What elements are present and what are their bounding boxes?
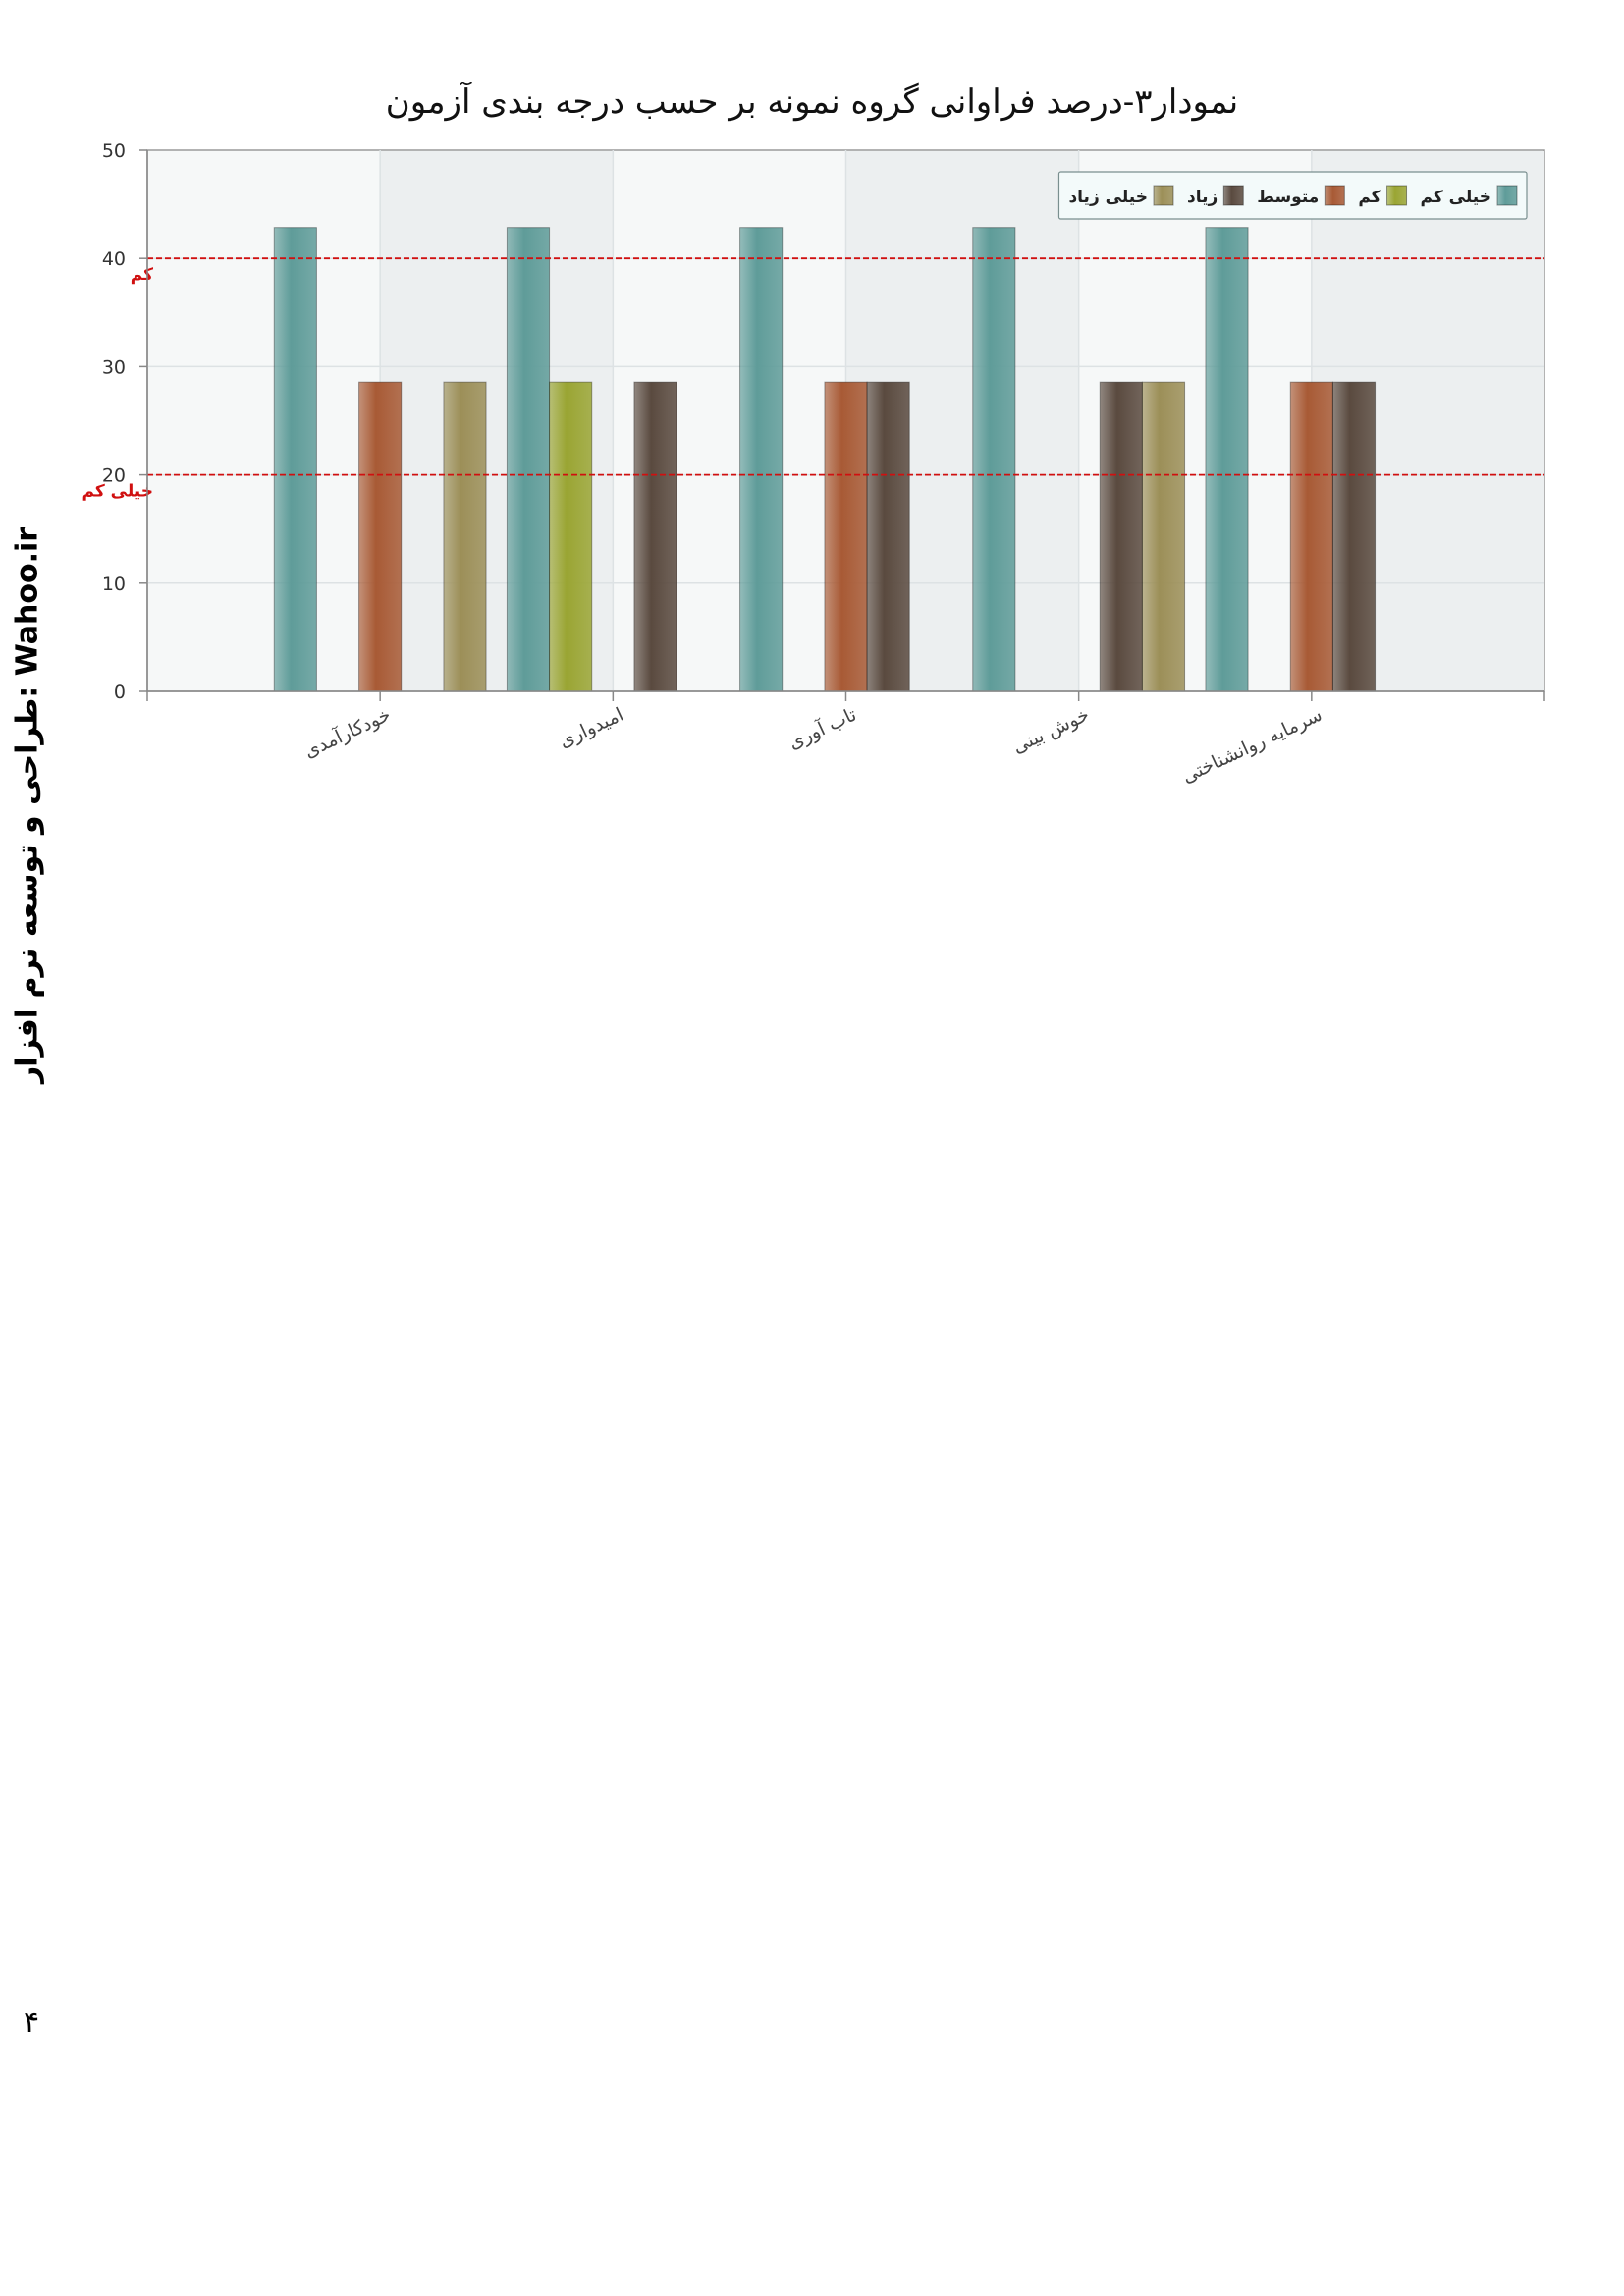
- bar-5-3: [1289, 381, 1333, 692]
- bar-3-4: [866, 381, 910, 692]
- bar-4-4: [1099, 381, 1143, 692]
- bar-chart: کم خیلی کم 0 10 20 30 40 50 خودکارآمدی امیدواری ت…: [82, 140, 1545, 788]
- x-tick-label-4: خوش بینی: [1009, 704, 1093, 758]
- bar-1-5: [443, 381, 487, 692]
- legend-label-1: خیلی کم: [1421, 188, 1491, 207]
- chart-title: نمودار۳-درصد فراوانی گروه نمونه بر حسب د…: [385, 82, 1239, 122]
- bar-4-5: [1141, 381, 1186, 692]
- legend-swatch-2: [1386, 185, 1408, 206]
- x-tick-label-5: سرمایه روانشناختی: [1179, 704, 1326, 788]
- bar-2-1: [506, 227, 551, 692]
- legend-label-3: متوسط: [1257, 188, 1319, 207]
- reference-label-1: کم: [131, 265, 153, 285]
- x-tick-label-2: امیدواری: [556, 704, 626, 752]
- reference-label-2: خیلی کم: [82, 482, 153, 502]
- legend-label-2: کم: [1358, 188, 1380, 207]
- bar-4-1: [972, 227, 1016, 692]
- bar-5-4: [1331, 381, 1377, 692]
- side-credit: طراحی و توسعه نرم افزار: Wahoo.ir: [8, 527, 47, 1083]
- y-tick-label: 40: [102, 248, 126, 270]
- x-tick-label-1: خودکارآمدی: [300, 702, 395, 763]
- legend-swatch-1: [1496, 185, 1518, 206]
- chart-legend: خیلی کم کم متوسط زیاد خیلی زیاد: [1057, 171, 1528, 220]
- bar-3-3: [824, 381, 868, 692]
- bar-2-2: [549, 381, 593, 692]
- bar-2-4: [633, 381, 677, 692]
- legend-box: [1057, 171, 1528, 220]
- y-tick-label: 30: [102, 356, 126, 378]
- legend-label-5: خیلی زیاد: [1068, 188, 1148, 207]
- legend-swatch-5: [1153, 185, 1174, 206]
- bar-1-1: [273, 227, 317, 692]
- y-tick-label: 50: [102, 140, 126, 162]
- legend-swatch-4: [1222, 185, 1244, 206]
- bar-1-3: [358, 381, 403, 692]
- y-tick-label: 10: [102, 574, 126, 595]
- y-tick-label: 0: [114, 682, 126, 703]
- page-number: ۴: [24, 2005, 40, 2040]
- y-tick-label: 20: [102, 465, 126, 487]
- side-credit-text: طراحی و توسعه نرم افزار: Wahoo.ir: [10, 526, 45, 1084]
- legend-swatch-3: [1324, 185, 1345, 206]
- bar-3-1: [739, 227, 784, 692]
- bar-5-1: [1205, 227, 1249, 692]
- legend-label-4: زیاد: [1187, 188, 1218, 207]
- x-tick-label-3: تاب آوری: [785, 702, 860, 754]
